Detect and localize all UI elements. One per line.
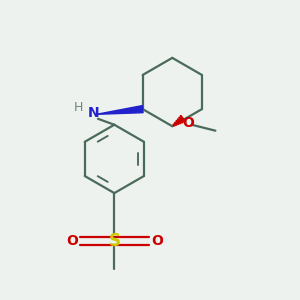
Text: H: H [74, 101, 83, 114]
Text: O: O [151, 234, 163, 248]
Text: S: S [108, 232, 120, 250]
Text: O: O [182, 116, 194, 130]
Text: N: N [88, 106, 99, 120]
Polygon shape [97, 106, 143, 114]
Text: O: O [66, 234, 78, 248]
